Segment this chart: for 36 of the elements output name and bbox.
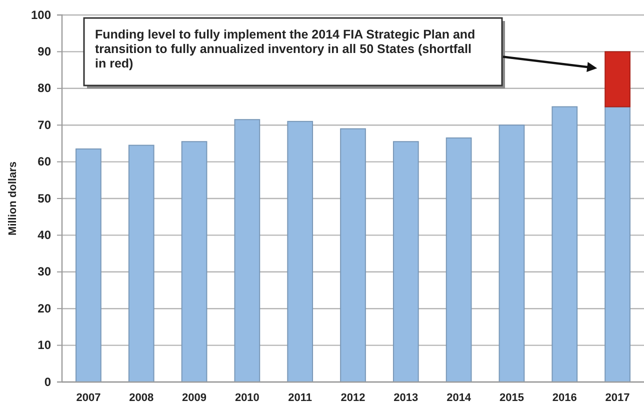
bar xyxy=(498,124,525,382)
x-tick-label: 2012 xyxy=(340,392,366,404)
x-tick-label: 2016 xyxy=(552,392,577,404)
x-tick-label: 2010 xyxy=(234,392,260,404)
bar xyxy=(76,148,102,382)
y-tick-label: 60 xyxy=(38,154,52,169)
bar xyxy=(234,119,260,382)
bar xyxy=(446,137,472,382)
y-axis-title: Million dollars xyxy=(7,162,19,236)
y-tick-label: 40 xyxy=(38,228,52,242)
x-tick-label: 2007 xyxy=(76,392,101,404)
x-tick-label: 2008 xyxy=(129,392,154,404)
bar xyxy=(392,141,419,382)
y-tick-label: 80 xyxy=(38,81,52,96)
y-tick-label: 10 xyxy=(38,338,52,352)
bar xyxy=(604,51,630,108)
x-tick-label: 2014 xyxy=(446,392,472,404)
x-tick-label: 2011 xyxy=(288,392,312,404)
y-tick-label: 90 xyxy=(38,44,52,59)
x-tick-label: 2017 xyxy=(605,392,630,404)
y-tick-label: 0 xyxy=(44,374,52,389)
x-tick-label: 2009 xyxy=(182,392,207,404)
bar xyxy=(340,128,366,382)
bar xyxy=(181,141,208,382)
bar xyxy=(287,120,314,382)
y-tick-label: 20 xyxy=(38,301,52,316)
y-tick-label: 70 xyxy=(38,118,52,132)
x-tick-label: 2013 xyxy=(394,392,418,404)
bar xyxy=(128,144,154,382)
y-tick-label: 30 xyxy=(38,264,52,279)
y-tick-label: 100 xyxy=(30,8,52,22)
bar xyxy=(604,106,630,382)
annotation: Funding level to fully implement the 2014 FIA Strategic Plan and transition to fully annualized inventory in all 50 States (shortfall in red) xyxy=(95,28,476,70)
y-tick-label: 50 xyxy=(38,191,52,206)
x-tick-label: 2015 xyxy=(499,392,524,404)
bar xyxy=(552,106,578,382)
